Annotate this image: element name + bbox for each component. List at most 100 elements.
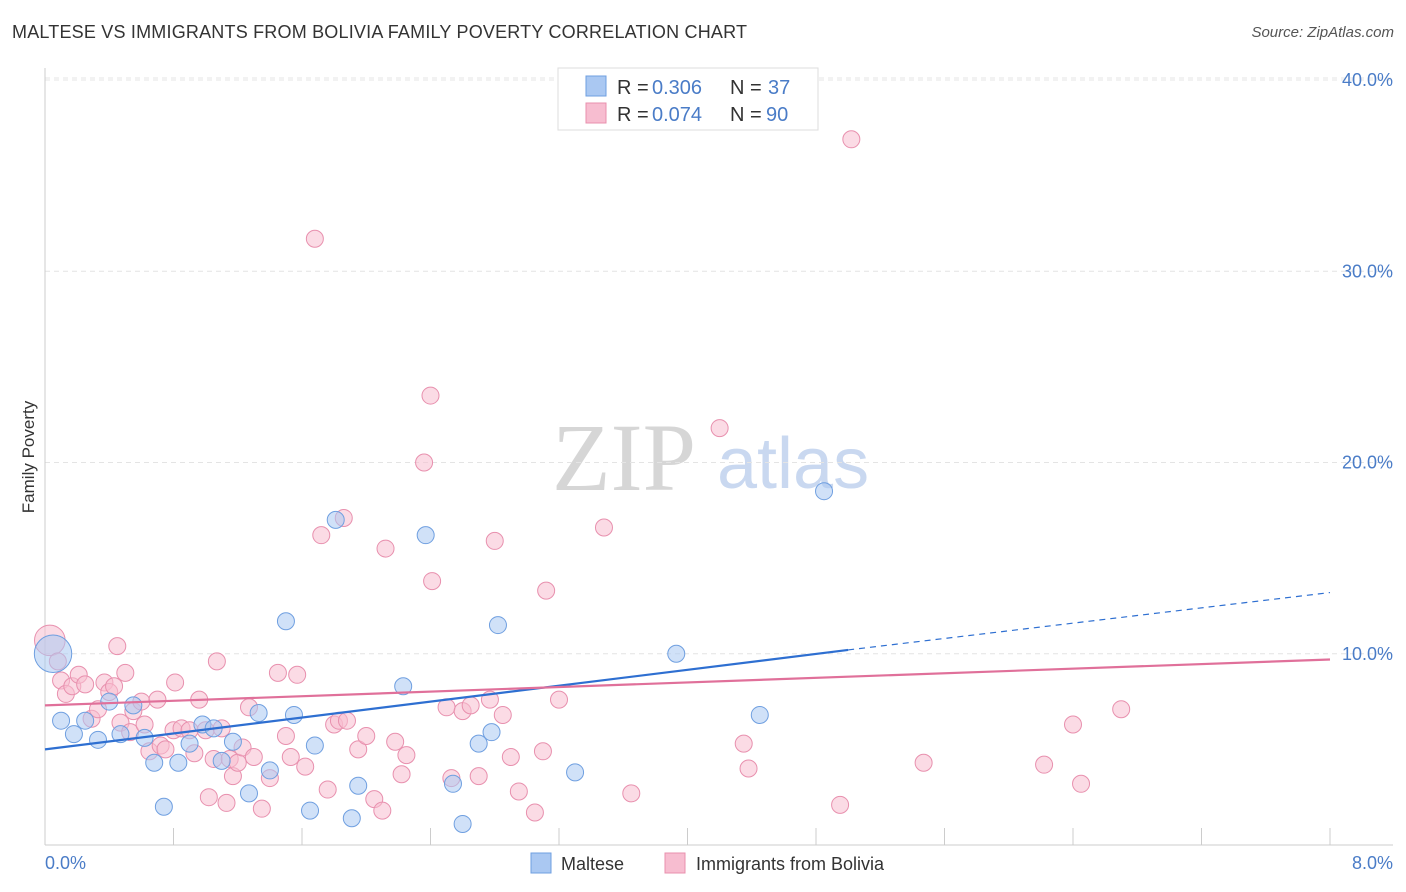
point-bolivia-79 <box>550 690 568 709</box>
point-bolivia-73 <box>493 705 512 724</box>
watermark-zip: ZIP <box>552 404 696 511</box>
point-bolivia-76 <box>525 803 544 822</box>
legend-n-value-maltese: 37 <box>768 77 790 99</box>
point-maltese-3 <box>76 711 95 730</box>
point-bolivia-63 <box>415 453 434 472</box>
y-tick-label-20: 20.0% <box>1342 453 1393 473</box>
point-maltese-16 <box>223 732 242 751</box>
point-bolivia-22 <box>156 740 175 759</box>
point-maltese-12 <box>180 734 199 753</box>
point-bolivia-81 <box>622 784 641 803</box>
point-bolivia-64 <box>421 386 440 405</box>
point-maltese-35 <box>667 644 686 663</box>
point-maltese-36 <box>750 705 769 724</box>
point-maltese-30 <box>453 814 472 833</box>
point-maltese-21 <box>284 705 303 724</box>
point-bolivia-78 <box>537 581 556 600</box>
legend-n-label-bolivia: N = <box>730 104 762 126</box>
legend-top: R = 0.306 N = 37 R = 0.074 N = 90 <box>557 67 819 131</box>
point-bolivia-61 <box>392 765 411 784</box>
legend-bottom-swatch-bolivia <box>664 852 686 874</box>
legend-bottom-label-maltese: Maltese <box>561 854 624 874</box>
point-maltese-24 <box>326 510 345 529</box>
x-tick-label-min: 0.0% <box>45 853 86 873</box>
point-maltese-34 <box>566 763 585 782</box>
point-bolivia-90 <box>1072 774 1091 793</box>
point-maltese-29 <box>443 774 462 793</box>
point-bolivia-32 <box>207 652 226 671</box>
point-bolivia-40 <box>244 748 263 767</box>
point-bolivia-44 <box>276 726 295 745</box>
legend-swatch-bolivia <box>585 102 607 124</box>
point-bolivia-43 <box>268 663 287 682</box>
gridlines <box>45 77 1393 655</box>
point-bolivia-72 <box>485 531 504 550</box>
point-bolivia-62 <box>397 746 416 765</box>
legend-r-value-bolivia: 0.074 <box>652 104 702 126</box>
point-bolivia-82 <box>710 419 729 438</box>
point-bolivia-83 <box>734 734 753 753</box>
point-bolivia-85 <box>831 795 850 814</box>
point-bolivia-14 <box>116 663 135 682</box>
point-bolivia-45 <box>281 748 300 767</box>
point-maltese-6 <box>111 725 130 744</box>
legend-bottom: Maltese Immigrants from Bolivia <box>530 852 885 874</box>
point-bolivia-75 <box>509 782 528 801</box>
point-bolivia-30 <box>199 788 218 807</box>
point-bolivia-24 <box>166 673 185 692</box>
point-maltese-0 <box>33 634 73 673</box>
point-bolivia-37 <box>228 753 247 772</box>
point-bolivia-86 <box>842 130 861 149</box>
watermark-atlas: atlas <box>717 424 869 504</box>
watermark: ZIP atlas <box>552 404 869 511</box>
point-bolivia-88 <box>1035 755 1054 774</box>
legend-n-label-maltese: N = <box>730 77 762 99</box>
point-bolivia-34 <box>217 793 236 812</box>
y-tick-labels: 10.0% 20.0% 30.0% 40.0% <box>1342 70 1393 664</box>
legend-swatch-maltese <box>585 75 607 97</box>
point-bolivia-49 <box>312 526 331 545</box>
point-maltese-7 <box>124 696 143 715</box>
point-bolivia-47 <box>296 757 315 776</box>
point-maltese-1 <box>52 711 71 730</box>
legend-n-value-bolivia: 90 <box>766 104 788 126</box>
point-bolivia-70 <box>469 767 488 786</box>
point-bolivia-55 <box>349 740 368 759</box>
point-maltese-11 <box>169 753 188 772</box>
trend-lines <box>44 591 1331 751</box>
point-maltese-33 <box>488 616 507 635</box>
point-bolivia-84 <box>739 759 758 778</box>
point-bolivia-6 <box>76 675 95 694</box>
point-bolivia-77 <box>533 742 552 761</box>
point-bolivia-65 <box>423 572 442 591</box>
point-maltese-10 <box>154 797 173 816</box>
y-tick-label-30: 30.0% <box>1342 261 1393 281</box>
y-tick-label-10: 10.0% <box>1342 644 1393 664</box>
legend-r-value-maltese: 0.306 <box>652 77 702 99</box>
series-maltese-points <box>33 482 834 833</box>
y-tick-label-40: 40.0% <box>1342 70 1393 90</box>
point-bolivia-20 <box>148 690 167 709</box>
point-maltese-4 <box>89 730 108 749</box>
point-bolivia-91 <box>1112 700 1131 719</box>
point-bolivia-74 <box>501 748 520 767</box>
x-tick-label-max: 8.0% <box>1352 853 1393 873</box>
point-maltese-22 <box>301 801 320 820</box>
point-maltese-20 <box>276 612 295 631</box>
point-maltese-32 <box>482 723 501 742</box>
point-maltese-17 <box>239 784 258 803</box>
chart-title: MALTESE VS IMMIGRANTS FROM BOLIVIA FAMIL… <box>12 22 748 42</box>
point-bolivia-89 <box>1064 715 1082 734</box>
point-maltese-18 <box>249 704 268 723</box>
point-maltese-28 <box>416 526 435 545</box>
point-maltese-2 <box>64 725 83 744</box>
point-bolivia-80 <box>594 518 613 537</box>
point-bolivia-56 <box>357 726 376 745</box>
point-bolivia-11 <box>105 677 124 696</box>
trend-line-maltese <box>44 648 849 751</box>
point-bolivia-58 <box>373 801 392 820</box>
point-maltese-27 <box>394 677 413 696</box>
point-maltese-26 <box>349 776 368 795</box>
point-bolivia-50 <box>318 780 337 799</box>
